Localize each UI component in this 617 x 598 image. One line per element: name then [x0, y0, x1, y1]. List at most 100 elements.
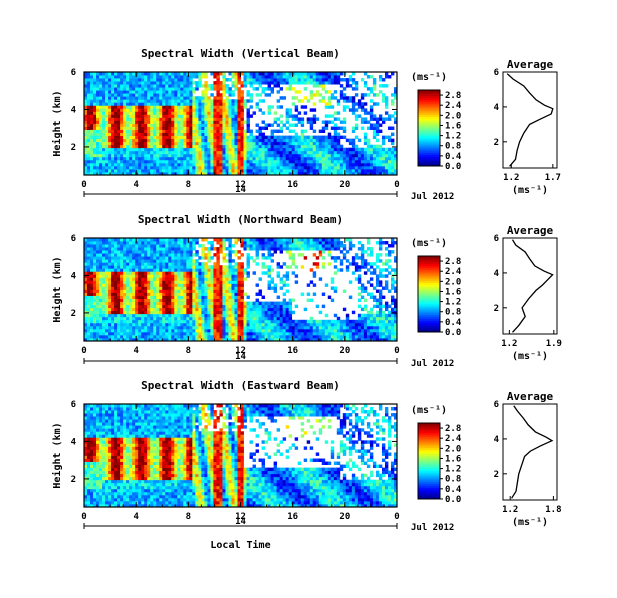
heatmap-cell	[126, 90, 130, 94]
heatmap-cell	[246, 171, 250, 176]
heatmap-cell	[126, 102, 130, 106]
heatmap-cell	[315, 81, 320, 85]
heatmap-cell	[201, 138, 205, 143]
heatmap-cell	[342, 150, 347, 155]
heatmap-cell	[150, 289, 154, 293]
y-tick-label: 6	[71, 68, 76, 78]
heatmap-cell	[171, 325, 175, 330]
heatmap-cell	[117, 84, 121, 88]
heatmap-cell	[96, 156, 100, 161]
heatmap-cell	[339, 96, 344, 100]
heatmap-cell	[111, 316, 115, 321]
heatmap-cell	[243, 120, 247, 124]
heatmap-cell	[228, 298, 232, 303]
heatmap-cell	[360, 102, 365, 106]
heatmap-cell	[207, 99, 211, 103]
heatmap-cell	[273, 322, 278, 327]
heatmap-cell	[219, 138, 223, 143]
heatmap-cell	[90, 337, 94, 342]
heatmap-cell	[138, 165, 142, 170]
heatmap-cell	[168, 304, 172, 309]
heatmap-cell	[90, 153, 94, 158]
heatmap-cell	[135, 289, 139, 293]
heatmap-cell	[336, 135, 341, 140]
heatmap-cell	[132, 325, 136, 330]
heatmap-cell	[207, 165, 211, 170]
heatmap-cell	[213, 247, 217, 251]
heatmap-cell	[93, 268, 97, 272]
heatmap-cell	[138, 99, 142, 103]
heatmap-cell	[183, 114, 187, 118]
heatmap-cell	[270, 141, 275, 146]
heatmap-cell	[180, 304, 184, 309]
heatmap-cell	[186, 295, 190, 299]
heatmap-cell	[312, 144, 317, 149]
heatmap-cell	[258, 150, 262, 155]
heatmap-cell	[159, 144, 163, 149]
heatmap-cell	[129, 295, 133, 299]
heatmap-cell	[312, 171, 317, 176]
heatmap-cell	[105, 265, 109, 269]
heatmap-cell	[210, 132, 214, 137]
heatmap-cell	[162, 96, 166, 100]
heatmap-cell	[96, 102, 100, 106]
heatmap-cell	[201, 159, 205, 164]
heatmap-cell	[147, 72, 151, 76]
heatmap-cell	[117, 72, 121, 76]
heatmap-cell	[96, 331, 100, 336]
heatmap-cell	[135, 262, 139, 266]
heatmap-cell	[180, 96, 184, 100]
heatmap-cell	[255, 256, 259, 260]
heatmap-cell	[105, 105, 109, 109]
heatmap-cell	[201, 250, 205, 254]
heatmap-cell	[258, 292, 262, 296]
heatmap-cell	[210, 328, 214, 333]
heatmap-cell	[105, 108, 109, 112]
heatmap-cell	[243, 313, 247, 318]
heatmap-cell	[120, 81, 124, 85]
heatmap-cell	[201, 102, 205, 106]
heatmap-cell	[201, 117, 205, 121]
heatmap-cell	[267, 325, 271, 330]
heatmap-cell	[216, 87, 220, 91]
heatmap-cell	[189, 256, 193, 260]
heatmap-cell	[150, 277, 154, 281]
heatmap-cell	[378, 162, 383, 167]
heatmap-cell	[264, 319, 268, 324]
heatmap-cell	[261, 111, 265, 115]
heatmap-cell	[231, 280, 235, 284]
heatmap-cell	[177, 334, 181, 339]
heatmap-cell	[186, 117, 190, 121]
heatmap-cell	[375, 102, 380, 106]
heatmap-cell	[177, 292, 181, 296]
heatmap-cell	[96, 129, 100, 133]
heatmap-cell	[225, 313, 229, 318]
heatmap-cell	[117, 117, 121, 121]
heatmap-cell	[372, 87, 377, 91]
heatmap-cell	[177, 126, 181, 130]
heatmap-cell	[138, 102, 142, 106]
heatmap-cell	[267, 168, 271, 173]
heatmap-cell	[276, 274, 281, 278]
heatmap-cell	[120, 114, 124, 118]
heatmap-cell	[114, 108, 118, 112]
heatmap-cell	[204, 325, 208, 330]
heatmap-cell	[372, 84, 377, 88]
heatmap-cell	[234, 171, 238, 176]
heatmap-cell	[153, 90, 157, 94]
heatmap-cell	[303, 153, 308, 158]
heatmap-cell	[87, 111, 91, 115]
heatmap-cell	[222, 105, 226, 109]
heatmap-cell	[279, 72, 284, 76]
heatmap-cell	[111, 129, 115, 133]
heatmap-cell	[168, 262, 172, 266]
heatmap-cell	[126, 138, 130, 143]
heatmap-cell	[294, 144, 299, 149]
heatmap-cell	[207, 123, 211, 127]
heatmap-cell	[186, 153, 190, 158]
heatmap-cell	[108, 105, 112, 109]
heatmap-cell	[114, 247, 118, 251]
heatmap-cell	[354, 102, 359, 106]
heatmap-cell	[177, 150, 181, 155]
heatmap-cell	[261, 247, 265, 251]
